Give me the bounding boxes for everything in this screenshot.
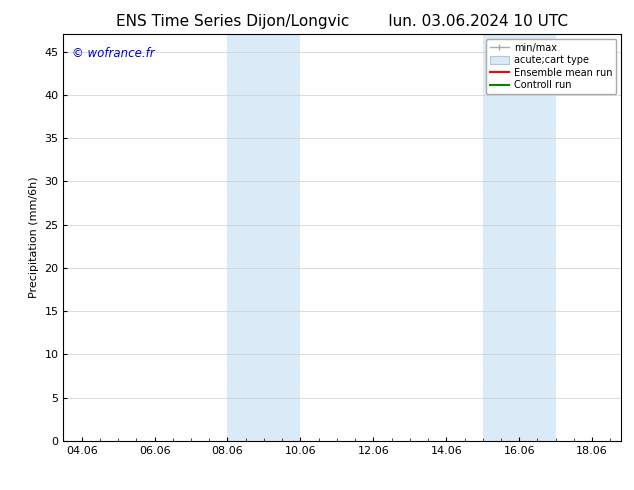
Text: © wofrance.fr: © wofrance.fr [72, 47, 155, 59]
Legend: min/max, acute;cart type, Ensemble mean run, Controll run: min/max, acute;cart type, Ensemble mean … [486, 39, 616, 94]
Title: ENS Time Series Dijon/Longvic        lun. 03.06.2024 10 UTC: ENS Time Series Dijon/Longvic lun. 03.06… [117, 14, 568, 29]
Y-axis label: Precipitation (mm/6h): Precipitation (mm/6h) [29, 177, 39, 298]
Bar [228, 34, 301, 441]
Bar [482, 34, 555, 441]
